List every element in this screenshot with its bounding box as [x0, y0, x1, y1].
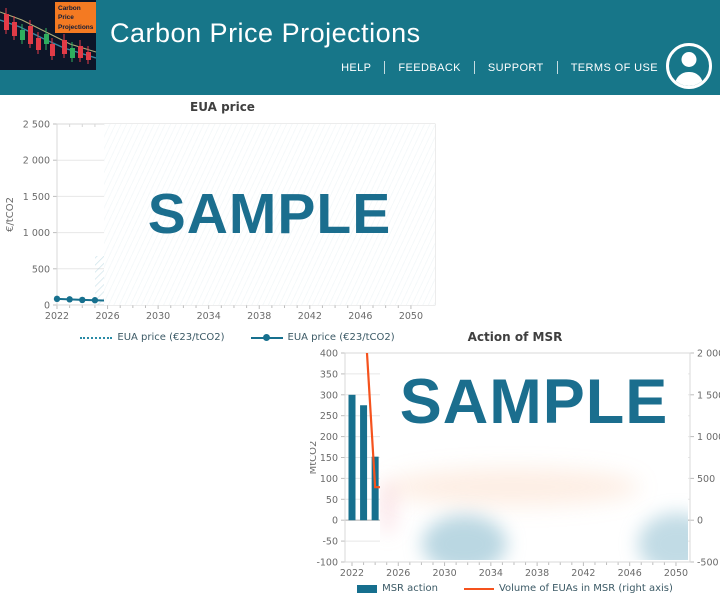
svg-text:2050: 2050 [664, 568, 688, 579]
svg-text:300: 300 [320, 390, 338, 401]
app-logo[interactable]: Carbon Price Projections [0, 0, 96, 70]
svg-text:-500: -500 [697, 558, 719, 569]
svg-text:2042: 2042 [298, 311, 322, 322]
msr-chart-title: Action of MSR [467, 330, 563, 344]
svg-text:1 500: 1 500 [23, 192, 50, 203]
page-title: Carbon Price Projections [110, 18, 421, 48]
svg-text:1 000: 1 000 [697, 432, 720, 443]
eua-price-chart: EUA price 2 500 2 000 1 500 1 000 500 0 2022 20… [0, 98, 445, 356]
svg-text:2034: 2034 [479, 568, 503, 579]
legend-item-eua-solid[interactable]: EUA price (€23/tCO2) [250, 332, 395, 343]
svg-text:500: 500 [32, 264, 50, 275]
legend-label: EUA price (€23/tCO2) [117, 332, 225, 343]
app-header: Carbon Price Projections Carbon Price Pr… [0, 0, 720, 95]
svg-text:0: 0 [44, 301, 50, 312]
svg-text:2050: 2050 [399, 311, 423, 322]
svg-text:250: 250 [320, 411, 338, 422]
svg-text:-50: -50 [322, 537, 338, 548]
legend-label: Volume of EUAs in MSR (right axis) [498, 583, 673, 594]
svg-text:2026: 2026 [95, 311, 119, 322]
msr-sample-overlay: SAMPLE [380, 355, 688, 560]
blurred-data-hint [380, 480, 396, 535]
legend-item-msr-action[interactable]: MSR action [357, 583, 438, 594]
svg-text:2034: 2034 [197, 311, 221, 322]
svg-text:100: 100 [320, 474, 338, 485]
logo-badge-line: Price [58, 14, 74, 22]
logo-badge: Carbon Price Projections [55, 2, 96, 33]
svg-text:50: 50 [326, 495, 338, 506]
legend-item-euas-volume[interactable]: Volume of EUAs in MSR (right axis) [463, 583, 673, 594]
svg-text:2038: 2038 [525, 568, 549, 579]
blurred-data-hint [422, 515, 507, 560]
legend-swatch [250, 334, 283, 341]
user-icon [681, 52, 697, 67]
svg-text:MtCO2: MtCO2 [310, 441, 319, 475]
logo-badge-line: Carbon [58, 5, 81, 12]
svg-text:2030: 2030 [432, 568, 456, 579]
legend-swatch [463, 587, 494, 590]
nav-divider [384, 61, 386, 74]
svg-text:350: 350 [320, 369, 338, 380]
nav-support[interactable]: SUPPORT [487, 61, 544, 74]
svg-text:500: 500 [697, 474, 715, 485]
sample-watermark: SAMPLE [147, 182, 392, 246]
eua-legend: EUA price (€23/tCO2) EUA price (€23/tCO2) [30, 332, 445, 343]
svg-text:2042: 2042 [571, 568, 595, 579]
svg-text:2 000: 2 000 [697, 349, 720, 360]
svg-text:€/tCO2: €/tCO2 [5, 197, 16, 232]
legend-swatch [80, 336, 113, 339]
svg-text:-100: -100 [316, 558, 338, 569]
svg-text:200: 200 [320, 432, 338, 443]
sample-watermark: SAMPLE [399, 367, 669, 437]
msr-legend: MSR action Volume of EUAs in MSR (right a… [310, 583, 720, 594]
eua-sample-overlay: SAMPLE [104, 124, 435, 305]
svg-text:2 500: 2 500 [23, 120, 50, 131]
user-icon-shoulders [675, 72, 703, 86]
blurred-data-hint [638, 513, 688, 560]
svg-text:2030: 2030 [146, 311, 170, 322]
svg-text:2 000: 2 000 [23, 156, 50, 167]
legend-label: EUA price (€23/tCO2) [287, 332, 395, 343]
nav-terms-of-use[interactable]: TERMS OF USE [570, 61, 658, 74]
user-avatar-button[interactable] [666, 43, 712, 89]
msr-bar [348, 394, 356, 521]
svg-text:2026: 2026 [386, 568, 410, 579]
nav-divider [556, 61, 558, 74]
svg-text:0: 0 [697, 516, 703, 527]
svg-text:1 000: 1 000 [23, 228, 50, 239]
nav-help[interactable]: HELP [341, 61, 372, 74]
legend-item-eua-dotted[interactable]: EUA price (€23/tCO2) [80, 332, 225, 343]
blurred-data-hint [385, 468, 640, 506]
legend-label: MSR action [382, 583, 438, 594]
msr-action-bars [348, 394, 379, 521]
svg-text:0: 0 [332, 516, 338, 527]
nav-divider [473, 61, 475, 74]
svg-text:2038: 2038 [247, 311, 271, 322]
logo-badge-line: Projections [58, 23, 94, 31]
msr-bar [371, 456, 379, 521]
svg-text:2022: 2022 [340, 568, 364, 579]
main-nav: HELP FEEDBACK SUPPORT TERMS OF USE [341, 61, 658, 74]
legend-swatch [357, 584, 378, 593]
svg-text:150: 150 [320, 453, 338, 464]
eua-chart-title: EUA price [190, 100, 255, 114]
svg-text:2046: 2046 [618, 568, 642, 579]
msr-bar [360, 405, 368, 521]
nav-feedback[interactable]: FEEDBACK [398, 61, 461, 74]
svg-text:400: 400 [320, 349, 338, 360]
msr-chart: Action of MSR 400 350 300 250 200 150 100 50 0 -5… [310, 328, 720, 600]
svg-text:2022: 2022 [45, 311, 69, 322]
svg-text:1 500: 1 500 [697, 390, 720, 401]
svg-text:2046: 2046 [348, 311, 372, 322]
